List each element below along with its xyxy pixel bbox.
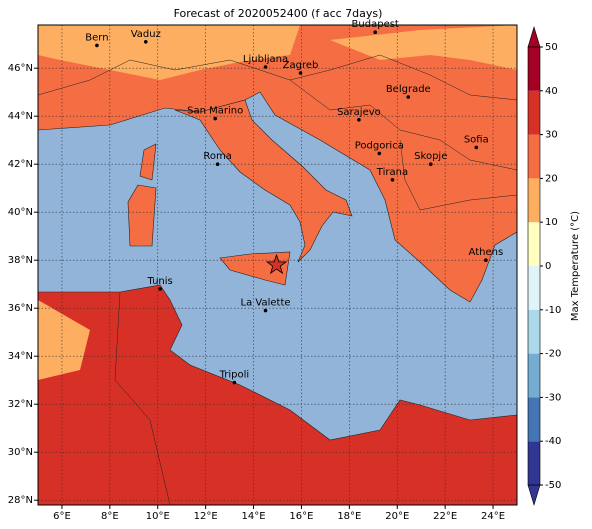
colorbar-band bbox=[528, 47, 540, 91]
colorbar-band bbox=[528, 266, 540, 310]
city-marker bbox=[390, 178, 395, 182]
lon-tick-label: 16°E bbox=[289, 511, 313, 522]
colorbar-tick-label: 10 bbox=[545, 217, 558, 228]
lat-tick-label: 44°N bbox=[8, 111, 33, 122]
lat-tick-label: 40°N bbox=[8, 207, 33, 218]
atlas-cool bbox=[38, 300, 90, 380]
lat-tick-label: 34°N bbox=[8, 351, 33, 362]
map-frame bbox=[37, 24, 518, 506]
map-title: Forecast of 2020052400 (f acc 7days) bbox=[174, 7, 383, 20]
city-label: Vaduz bbox=[131, 29, 161, 40]
city-label: Podgorica bbox=[355, 140, 404, 151]
city-marker bbox=[298, 71, 303, 75]
city-marker bbox=[213, 116, 218, 121]
colorbar-tick-label: -30 bbox=[545, 392, 561, 403]
colorbar-tick-label: 20 bbox=[545, 173, 558, 184]
colorbar-band bbox=[528, 309, 540, 354]
lon-tick-label: 18°E bbox=[337, 511, 361, 522]
city-marker bbox=[373, 30, 378, 34]
colorbar-extend bbox=[527, 484, 541, 507]
colorbar-band bbox=[528, 90, 540, 135]
colorbar-extend bbox=[527, 25, 541, 48]
city-label: La Valette bbox=[241, 298, 291, 309]
lon-tick-label: 22°E bbox=[433, 511, 457, 522]
graticule bbox=[38, 25, 517, 505]
lat-tick-label: 42°N bbox=[8, 159, 33, 170]
colorbar-band bbox=[528, 353, 540, 398]
lon-tick-label: 10°E bbox=[146, 511, 170, 522]
colorbar-band bbox=[528, 441, 540, 485]
lat-tick-label: 36°N bbox=[8, 303, 33, 314]
lon-tick-label: 20°E bbox=[385, 511, 409, 522]
city-label: Belgrade bbox=[386, 84, 431, 95]
city-marker bbox=[263, 65, 268, 69]
city-label: Tirana bbox=[376, 167, 408, 178]
city-marker bbox=[232, 380, 237, 385]
lon-tick-label: 24°E bbox=[481, 511, 505, 522]
lat-tick-label: 30°N bbox=[8, 447, 33, 458]
colorbar-tick-label: 50 bbox=[545, 42, 558, 53]
city-marker bbox=[484, 258, 488, 263]
city-marker bbox=[428, 162, 433, 166]
lon-tick-label: 6°E bbox=[53, 511, 71, 522]
colorbar-tick-label: -20 bbox=[545, 349, 561, 360]
lat-tick-label: 28°N bbox=[8, 495, 33, 506]
city-label: Budapest bbox=[352, 19, 399, 30]
lon-tick-label: 8°E bbox=[101, 511, 119, 522]
lat-tick-label: 46°N bbox=[8, 63, 33, 74]
city-label: Sofia bbox=[464, 134, 489, 145]
city-label: Tripoli bbox=[219, 370, 250, 381]
colorbar-tick-label: 30 bbox=[545, 130, 558, 141]
city-marker bbox=[215, 162, 220, 166]
colorbar-tick-label: -50 bbox=[545, 480, 561, 491]
city-marker bbox=[95, 43, 99, 48]
city-label: Ljubljana bbox=[243, 54, 288, 65]
city-label: Bern bbox=[85, 32, 108, 43]
colorbar-band bbox=[528, 178, 540, 223]
east-cool bbox=[330, 25, 517, 70]
lon-tick-label: 12°E bbox=[194, 511, 218, 522]
colorbar-tick-label: -10 bbox=[545, 305, 561, 316]
city-marker bbox=[474, 145, 479, 150]
border bbox=[289, 79, 517, 171]
city-marker bbox=[377, 151, 382, 156]
city-marker bbox=[357, 118, 361, 122]
colorbar-band bbox=[528, 222, 540, 266]
alps-cool bbox=[38, 25, 300, 80]
lat-tick-label: 38°N bbox=[8, 255, 33, 266]
city-label: Skopje bbox=[414, 151, 447, 162]
colorbar-tick-label: 0 bbox=[545, 261, 551, 272]
city-label: Tunis bbox=[147, 276, 173, 287]
colorbar-tick-label: -40 bbox=[545, 436, 561, 447]
city-label: Roma bbox=[203, 151, 232, 162]
city-marker bbox=[158, 287, 162, 291]
colorbar-tick-label: 40 bbox=[545, 86, 558, 97]
lon-tick-label: 14°E bbox=[242, 511, 266, 522]
city-marker bbox=[263, 308, 268, 313]
colorbar-band bbox=[528, 134, 540, 179]
star-marker bbox=[265, 253, 288, 275]
city-label: Sarajevo bbox=[337, 107, 381, 118]
italy bbox=[174, 99, 353, 263]
city-label: San Marino bbox=[187, 106, 243, 117]
border bbox=[114, 291, 171, 505]
border bbox=[399, 139, 517, 211]
city-marker bbox=[406, 95, 411, 99]
city-label: Athens bbox=[469, 247, 504, 258]
city-marker bbox=[143, 40, 148, 44]
colorbar-band bbox=[528, 397, 540, 442]
colorbar-label: Max Temperature (°C) bbox=[570, 211, 581, 321]
city-label: Zagreb bbox=[283, 60, 319, 71]
lat-tick-label: 32°N bbox=[8, 399, 33, 410]
sardinia bbox=[127, 184, 157, 247]
corsica bbox=[139, 143, 157, 181]
